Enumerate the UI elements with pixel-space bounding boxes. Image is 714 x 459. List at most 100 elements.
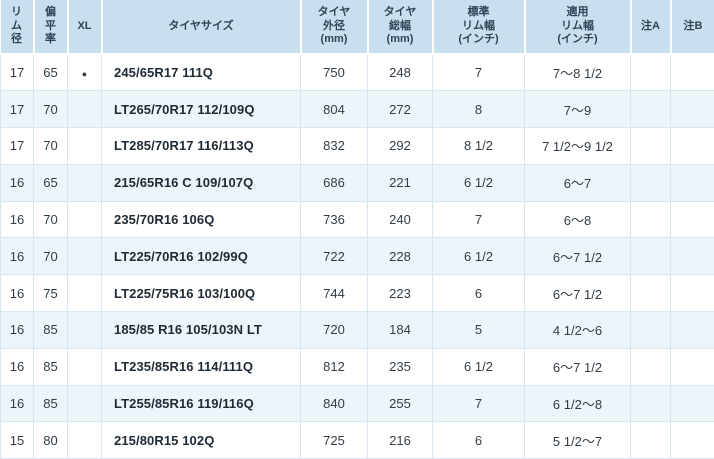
cell-xl-marker	[67, 237, 102, 276]
cell-outer-diameter: 832	[300, 127, 368, 165]
cell-standard-rim-width: 6 1/2	[432, 347, 525, 386]
cell-aspect-ratio: 75	[33, 274, 68, 313]
table-row: 16 85 LT235/85R16 114/111Q 812 235 6 1/2 6〜7 1…	[0, 347, 714, 386]
table-row: 16 75 LT225/75R16 103/100Q 744 223 6 6〜7 1/2	[0, 274, 714, 313]
cell-aspect-ratio: 70	[33, 237, 68, 276]
cell-total-width: 272	[367, 90, 433, 129]
cell-standard-rim-width: 7	[432, 384, 525, 423]
cell-tire-size: LT285/70R17 116/113Q	[101, 127, 301, 165]
cell-total-width: 248	[367, 53, 433, 92]
cell-applicable-rim-width: 6〜8	[524, 200, 631, 239]
table-row: 17 65 ● 245/65R17 111Q 750 248 7 7〜8 1/2	[0, 53, 714, 92]
cell-note-a	[630, 200, 671, 239]
cell-rim-diameter: 16	[0, 200, 34, 239]
xl-bullet-icon: ●	[81, 69, 88, 80]
cell-outer-diameter: 725	[300, 421, 368, 459]
cell-tire-size: 235/70R16 106Q	[101, 200, 301, 239]
cell-note-b	[670, 237, 714, 276]
col-header-tire-size: タイヤサイズ	[101, 0, 302, 55]
cell-rim-diameter: 17	[0, 127, 34, 165]
cell-standard-rim-width: 8 1/2	[432, 127, 525, 165]
cell-rim-diameter: 17	[0, 53, 34, 92]
cell-xl-marker	[67, 347, 102, 386]
cell-tire-size: 185/85 R16 105/103N LT	[101, 311, 301, 349]
cell-outer-diameter: 736	[300, 200, 368, 239]
cell-rim-diameter: 15	[0, 421, 34, 459]
col-header-applicable-rim-width: 適用 リム幅 (インチ)	[524, 0, 632, 55]
cell-standard-rim-width: 6	[432, 421, 525, 459]
cell-tire-size: 215/80R15 102Q	[101, 421, 301, 459]
cell-outer-diameter: 750	[300, 53, 368, 92]
cell-tire-size: 245/65R17 111Q	[101, 53, 301, 92]
cell-total-width: 216	[367, 421, 433, 459]
cell-aspect-ratio: 85	[33, 347, 68, 386]
cell-tire-size: LT225/75R16 103/100Q	[101, 274, 301, 313]
cell-note-a	[630, 384, 671, 423]
cell-aspect-ratio: 85	[33, 384, 68, 423]
col-header-note-b: 注B	[670, 0, 714, 55]
cell-outer-diameter: 722	[300, 237, 368, 276]
cell-rim-diameter: 16	[0, 274, 34, 313]
cell-xl-marker	[67, 163, 102, 202]
cell-aspect-ratio: 70	[33, 200, 68, 239]
cell-rim-diameter: 16	[0, 311, 34, 349]
cell-rim-diameter: 16	[0, 237, 34, 276]
table-row: 17 70 LT285/70R17 116/113Q 832 292 8 1/2 7 1/2…	[0, 127, 714, 165]
cell-note-b	[670, 421, 714, 459]
col-header-rim-diameter: リ ム 径	[0, 0, 35, 55]
cell-note-b	[670, 347, 714, 386]
cell-applicable-rim-width: 5 1/2〜7	[524, 421, 631, 459]
cell-outer-diameter: 686	[300, 163, 368, 202]
cell-standard-rim-width: 7	[432, 53, 525, 92]
cell-rim-diameter: 17	[0, 90, 34, 129]
cell-applicable-rim-width: 6 1/2〜8	[524, 384, 631, 423]
cell-note-a	[630, 90, 671, 129]
cell-outer-diameter: 812	[300, 347, 368, 386]
cell-total-width: 235	[367, 347, 433, 386]
cell-xl-marker	[67, 90, 102, 129]
cell-rim-diameter: 16	[0, 384, 34, 423]
cell-aspect-ratio: 70	[33, 127, 68, 165]
cell-applicable-rim-width: 7 1/2〜9 1/2	[524, 127, 631, 165]
cell-aspect-ratio: 65	[33, 53, 68, 92]
cell-total-width: 240	[367, 200, 433, 239]
cell-xl-marker	[67, 421, 102, 459]
cell-aspect-ratio: 80	[33, 421, 68, 459]
cell-xl-marker	[67, 311, 102, 349]
cell-tire-size: 215/65R16 C 109/107Q	[101, 163, 301, 202]
table-row: 16 70 235/70R16 106Q 736 240 7 6〜8	[0, 200, 714, 239]
cell-note-a	[630, 347, 671, 386]
cell-standard-rim-width: 7	[432, 200, 525, 239]
cell-aspect-ratio: 70	[33, 90, 68, 129]
cell-applicable-rim-width: 6〜7 1/2	[524, 274, 631, 313]
col-header-total-width: タイヤ 総幅 (mm)	[367, 0, 434, 55]
cell-applicable-rim-width: 6〜7 1/2	[524, 347, 631, 386]
cell-total-width: 228	[367, 237, 433, 276]
table-row: 15 80 215/80R15 102Q 725 216 6 5 1/2〜7	[0, 421, 714, 459]
cell-note-b	[670, 90, 714, 129]
cell-outer-diameter: 804	[300, 90, 368, 129]
cell-total-width: 223	[367, 274, 433, 313]
col-header-standard-rim-width: 標準 リム幅 (インチ)	[432, 0, 526, 55]
cell-total-width: 184	[367, 311, 433, 349]
cell-applicable-rim-width: 4 1/2〜6	[524, 311, 631, 349]
cell-tire-size: LT265/70R17 112/109Q	[101, 90, 301, 129]
col-header-xl: XL	[67, 0, 103, 55]
cell-note-a	[630, 421, 671, 459]
cell-note-a	[630, 163, 671, 202]
cell-note-b	[670, 200, 714, 239]
cell-xl-marker	[67, 200, 102, 239]
cell-total-width: 292	[367, 127, 433, 165]
cell-xl-marker: ●	[67, 53, 102, 92]
cell-standard-rim-width: 5	[432, 311, 525, 349]
cell-tire-size: LT235/85R16 114/111Q	[101, 347, 301, 386]
cell-standard-rim-width: 6 1/2	[432, 163, 525, 202]
cell-standard-rim-width: 6	[432, 274, 525, 313]
cell-applicable-rim-width: 6〜7	[524, 163, 631, 202]
cell-note-a	[630, 237, 671, 276]
cell-rim-diameter: 16	[0, 347, 34, 386]
cell-xl-marker	[67, 127, 102, 165]
col-header-outer-diameter: タイヤ 外径 (mm)	[300, 0, 369, 55]
cell-aspect-ratio: 65	[33, 163, 68, 202]
